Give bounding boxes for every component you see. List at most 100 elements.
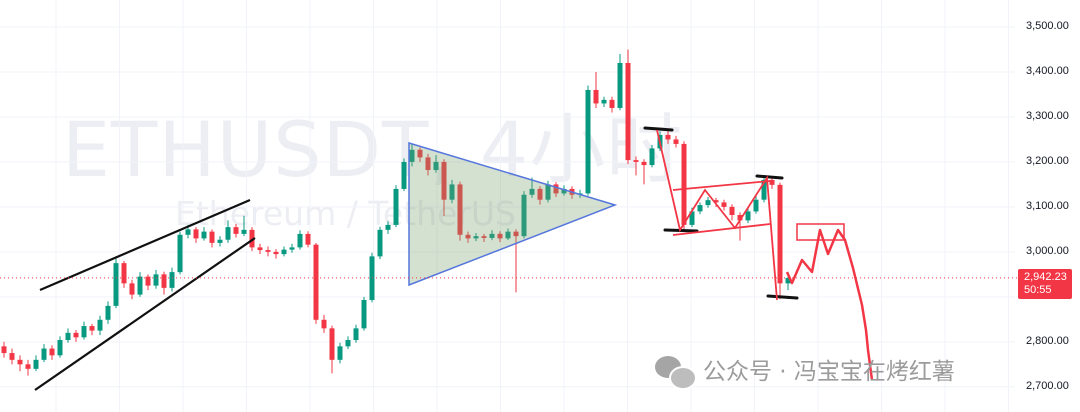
candle-body — [753, 199, 759, 212]
forecast-path — [785, 228, 874, 381]
candle-body — [449, 184, 455, 200]
candle-body — [49, 348, 55, 356]
candle-body — [9, 353, 15, 360]
candle-body — [273, 251, 279, 255]
candle-body — [729, 206, 735, 215]
candle-body — [489, 233, 495, 238]
candle-body — [641, 161, 647, 166]
price-tick-label: 3,500.00 — [1026, 19, 1069, 32]
candle-body — [425, 157, 431, 171]
candle-body — [529, 188, 535, 195]
candle-body — [1, 346, 7, 354]
candle-body — [593, 89, 599, 104]
candle-body — [185, 229, 191, 235]
level-marker — [766, 294, 799, 300]
grid — [0, 0, 1015, 412]
price-tick-label: 3,100.00 — [1026, 199, 1069, 212]
candle-body — [585, 89, 591, 194]
candle-body — [769, 179, 775, 185]
candle-body — [73, 332, 79, 338]
drawings — [34, 126, 874, 391]
candle-body — [25, 364, 31, 369]
candle-body — [441, 161, 447, 200]
candle-body — [169, 272, 175, 288]
candle-body — [241, 229, 247, 234]
candle-body — [145, 276, 151, 286]
level-marker — [755, 174, 784, 180]
candle-body — [105, 305, 111, 320]
candle-body — [193, 229, 199, 239]
resistance-box — [796, 223, 845, 241]
triangle-pattern — [408, 141, 618, 287]
candle-body — [473, 236, 479, 239]
candle-body — [97, 319, 103, 331]
candle-body — [337, 346, 343, 360]
price-tick-label: 2,800.00 — [1026, 334, 1069, 347]
candle-body — [217, 239, 223, 243]
candle-body — [433, 161, 439, 171]
candle-body — [41, 348, 47, 360]
candle-body — [257, 247, 263, 251]
candle-body — [361, 300, 367, 329]
last-price: 2,942.23 — [1024, 271, 1067, 283]
candle-body — [65, 332, 71, 341]
candle-body — [561, 188, 567, 194]
channel-upper-line — [672, 180, 771, 191]
candle-body — [297, 233, 303, 248]
candle-body — [329, 328, 335, 360]
candle-body — [313, 244, 319, 320]
candle-body — [177, 234, 183, 273]
candle-body — [737, 214, 743, 221]
candle-body — [689, 211, 695, 225]
candle-body — [305, 233, 311, 245]
candle-body — [721, 202, 727, 207]
candle-body — [465, 234, 471, 239]
candle-body — [81, 326, 87, 338]
candle-body — [537, 188, 543, 200]
price-tick-label: 3,200.00 — [1026, 154, 1069, 167]
candle-body — [609, 99, 615, 108]
wechat-icon — [655, 356, 697, 390]
candle-body — [201, 231, 207, 239]
candle-body — [233, 227, 239, 234]
last-price-tag: 2,942.23 50:55 — [1018, 269, 1072, 299]
candle-body — [57, 340, 63, 356]
candle-body — [521, 194, 527, 237]
candle-body — [745, 211, 751, 221]
candle-body — [617, 62, 623, 108]
candle-body — [225, 227, 231, 240]
candle-body — [129, 283, 135, 295]
candle-body — [625, 62, 631, 161]
candle-body — [289, 247, 295, 250]
price-tick-label: 3,000.00 — [1026, 244, 1069, 257]
candle-body — [705, 200, 711, 206]
candles — [1, 49, 791, 376]
candle-body — [633, 160, 639, 162]
candle-body — [281, 249, 287, 255]
candle-body — [153, 274, 159, 286]
candle-body — [673, 139, 679, 144]
candle-body — [761, 179, 767, 200]
candle-body — [409, 149, 415, 162]
candle-body — [601, 99, 607, 104]
candle-body — [513, 231, 519, 237]
channel-lower-line — [672, 223, 771, 236]
wedge-lower-trendline — [34, 237, 256, 391]
footer-watermark-text: 公众号 · 冯宝宝在烤红薯 — [703, 359, 955, 385]
candle-body — [265, 250, 271, 252]
candle-body — [249, 229, 255, 248]
candle-body — [89, 326, 95, 331]
zigzag-path — [656, 129, 778, 301]
candle-body — [665, 134, 671, 140]
footer-watermark: 公众号 · 冯宝宝在烤红薯 — [655, 356, 955, 390]
candle-body — [681, 143, 687, 225]
candle-body — [17, 359, 23, 365]
candle-body — [321, 319, 327, 329]
candle-body — [209, 231, 215, 243]
candle-body — [33, 359, 39, 369]
level-marker — [663, 228, 699, 233]
candle-body — [785, 277, 791, 284]
symbol-watermark: ETHUSDT, 4小时 — [62, 105, 684, 194]
wedge-upper-trendline — [39, 198, 251, 292]
